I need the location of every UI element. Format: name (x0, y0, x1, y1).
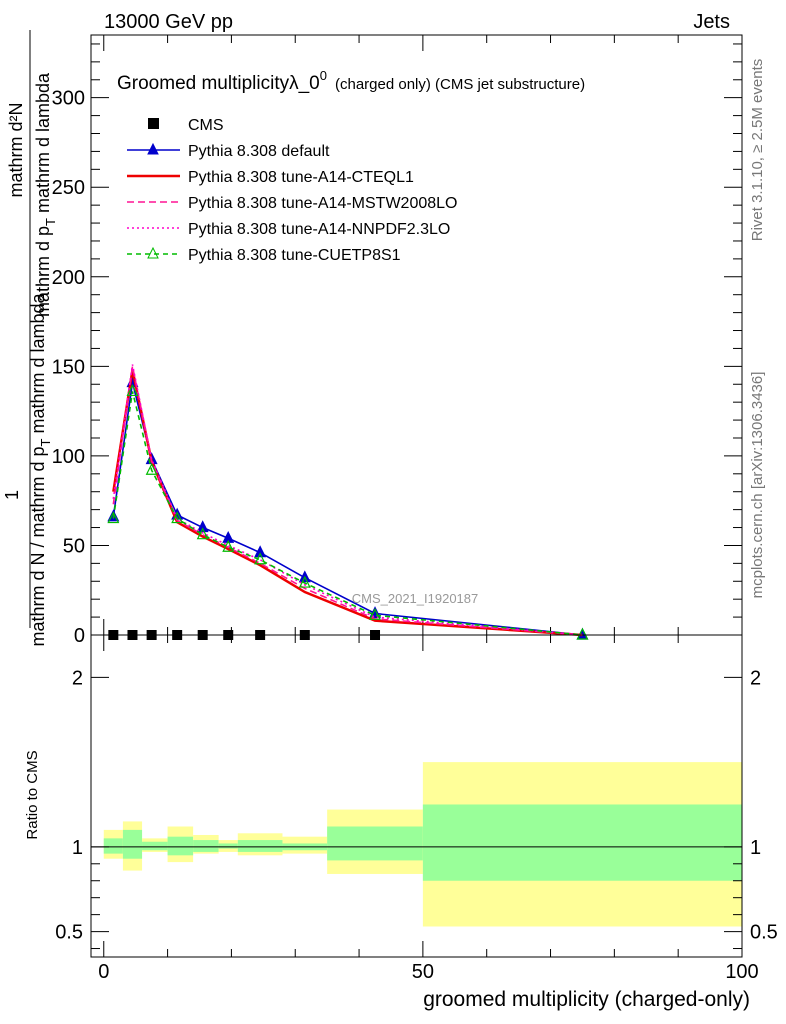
series-marker (369, 607, 381, 620)
ratio-y-label: Ratio to CMS (24, 750, 41, 839)
legend-marker (147, 246, 159, 259)
energy-label: 13000 GeV pp (104, 11, 233, 33)
series-marker (145, 462, 158, 475)
series-pythia-8-308-tune-a14-mstw2008lo (112, 366, 583, 636)
main-ytick-label: 100 (52, 446, 85, 468)
y-label-one: 1 (2, 490, 22, 500)
y-label-denom-sub: T (38, 438, 53, 446)
main-y-label: mathrm d²N 1 mathrm d pT mathrm d lambda… (2, 30, 58, 647)
main-panel: 0 50 100 150 200 250 300 CMS_2021_I1920187 Gro… (52, 34, 743, 647)
series-pythia-8-308-tune-a14-nnpdf2-3lo (112, 364, 583, 636)
series-marker (254, 552, 267, 565)
ratio-frame (90, 634, 743, 958)
legend-item: Pythia 8.308 default (127, 142, 330, 160)
legend-label: CMS (188, 117, 224, 134)
legend-label: Pythia 8.308 tune-A14-NNPDF2.3LO (188, 221, 450, 238)
y-label-denom-rest: mathrm d lambda (28, 292, 48, 438)
ratio-inner-band (218, 843, 238, 849)
ratio-ytick-label: 2 (72, 667, 83, 689)
legend-item: Pythia 8.308 tune-CUETP8S1 (127, 246, 401, 264)
ratio-ytick-label: 0.5 (55, 922, 83, 944)
main-title-sup: 0 (320, 68, 327, 83)
series-marker (171, 511, 184, 524)
x-axis-label: groomed multiplicity (charged-only) (423, 988, 750, 1011)
series-marker (576, 627, 589, 640)
rivet-label: Rivet 3.1.10, ≥ 2.5M events (749, 59, 766, 242)
ratio-axis-ticks: 0.5 0.5 1 1 2 2 (55, 635, 778, 957)
ratio-inner-band (327, 826, 423, 861)
main-ytick-label: 300 (52, 88, 85, 110)
main-axis-ticks: 0 50 100 150 200 250 300 (52, 35, 743, 647)
main-ytick-label: 0 (74, 625, 85, 647)
legend: CMS Pythia 8.308 default Pythia 8.308 tune… (127, 117, 457, 264)
y-label-denom: mathrm d N / mathrm d pT mathrm d lambda (28, 292, 53, 646)
y-label-upper-text: mathrm d p (33, 226, 53, 317)
ratio-inner-band (167, 836, 194, 856)
ratio-inner-band (193, 840, 219, 852)
legend-item: Pythia 8.308 tune-A14-CTEQL1 (127, 169, 414, 186)
x-tick-label: 0 (98, 961, 109, 983)
legend-label: Pythia 8.308 tune-A14-MSTW2008LO (188, 195, 457, 212)
y-label-upper: mathrm d pT mathrm d lambda (33, 72, 58, 317)
main-title: Groomed multiplicityλ_00 (charged only) (… (117, 68, 585, 94)
ratio-inner-band (122, 829, 143, 859)
jets-label: Jets (693, 11, 730, 33)
legend-marker (148, 118, 159, 129)
legend-item: CMS (148, 117, 224, 134)
series-pythia-8-308-tune-cuetp8s1 (107, 384, 589, 640)
x-tick-label: 100 (725, 961, 758, 983)
x-axis-ticklabels: 0 50 100 (98, 961, 758, 983)
series-marker (298, 575, 311, 588)
legend-item: Pythia 8.308 tune-A14-NNPDF2.3LO (127, 221, 450, 238)
series-line (112, 382, 583, 636)
series-pythia-8-308-default (107, 375, 589, 640)
ratio-ytick-label-right: 2 (750, 667, 761, 689)
series-marker (222, 539, 235, 552)
legend-marker (147, 142, 159, 155)
mcplots-label: mcplots.cern.ch [arXiv:1306.3436] (749, 372, 766, 599)
ratio-inner-band (103, 838, 123, 854)
ratio-inner-band (142, 841, 168, 851)
legend-label: Pythia 8.308 tune-A14-CTEQL1 (188, 169, 414, 186)
main-title-text: Groomed multiplicityλ_0 (117, 73, 320, 94)
ratio-ytick-label-right: 1 (750, 837, 761, 859)
series-line (112, 364, 583, 636)
y-label-upper-rest: mathrm d lambda (33, 72, 53, 218)
main-ytick-label: 50 (63, 535, 85, 557)
ratio-ytick-label-right: 0.5 (750, 922, 778, 944)
series-line (112, 366, 583, 636)
series-line (112, 369, 583, 637)
series-pythia-8-308-tune-a14-cteql1 (112, 369, 583, 637)
main-ytick-label: 250 (52, 177, 85, 199)
y-label-denom-text: mathrm d N / mathrm d p (28, 446, 48, 646)
ratio-ytick-label: 1 (72, 837, 83, 859)
main-ytick-label: 200 (52, 267, 85, 289)
series-marker (107, 511, 120, 524)
series-line (112, 391, 583, 636)
legend-item: Pythia 8.308 tune-A14-MSTW2008LO (127, 195, 457, 212)
analysis-label: CMS_2021_I1920187 (352, 591, 479, 606)
series-marker (126, 384, 139, 397)
legend-label: Pythia 8.308 tune-CUETP8S1 (188, 247, 401, 264)
series-marker (196, 520, 209, 533)
ratio-inner-band (237, 840, 283, 852)
main-title-sub: (charged only) (CMS jet substructure) (335, 76, 585, 93)
series-marker (196, 527, 209, 540)
y-label-numer: mathrm d²N (6, 102, 26, 197)
ratio-inner-band (422, 804, 742, 881)
x-tick-label: 50 (412, 961, 434, 983)
ratio-panel: 0.5 0.5 1 1 2 2 Ratio to CMS (24, 634, 778, 958)
y-label-upper-sub: T (43, 218, 58, 226)
series-marker (254, 545, 267, 558)
main-ytick-label: 150 (52, 356, 85, 378)
legend-label: Pythia 8.308 default (188, 143, 330, 160)
